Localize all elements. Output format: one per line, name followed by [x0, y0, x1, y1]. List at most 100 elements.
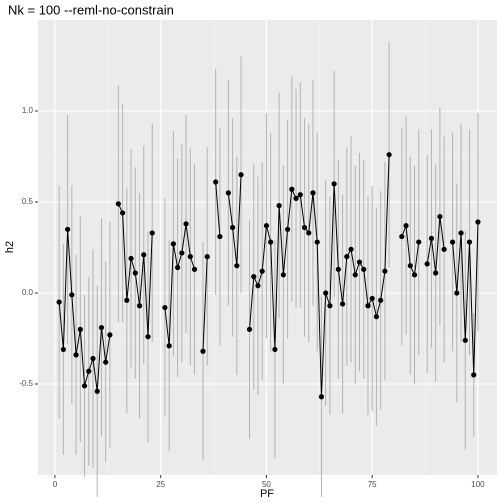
line [202, 256, 208, 352]
point [411, 272, 418, 278]
point [306, 230, 312, 236]
chart-title: Nk = 100 --reml-no-constrain [8, 2, 174, 17]
point [149, 230, 155, 236]
point [361, 266, 367, 272]
point [69, 292, 75, 298]
point [471, 372, 477, 378]
point [217, 233, 223, 240]
point [373, 314, 380, 320]
point [466, 239, 473, 245]
point [251, 274, 257, 280]
point [103, 359, 109, 365]
line [215, 181, 221, 237]
y-tick-label: 1.0 [22, 106, 34, 115]
point [81, 383, 88, 389]
point [276, 203, 282, 209]
point [356, 259, 363, 265]
point [166, 343, 172, 349]
point [175, 264, 181, 271]
x-axis-label: PF [260, 488, 274, 500]
point [433, 270, 439, 276]
point [403, 223, 409, 229]
x-tick-label: 100 [471, 480, 485, 489]
point [272, 346, 278, 353]
point [234, 263, 240, 269]
x-tick-label: 0 [53, 480, 58, 489]
point [90, 355, 96, 362]
point [416, 239, 422, 245]
point [128, 255, 134, 262]
point [382, 268, 388, 274]
point [229, 224, 236, 231]
point [255, 283, 261, 289]
point [335, 266, 341, 272]
point [124, 297, 130, 303]
point [428, 235, 435, 241]
point [65, 226, 71, 232]
point [94, 388, 100, 394]
point [136, 303, 143, 309]
point [98, 324, 105, 331]
y-tick-label: -0.5 [19, 379, 33, 388]
point [297, 192, 303, 198]
line [164, 223, 195, 346]
point [204, 254, 210, 260]
point [369, 295, 375, 302]
y-axis-label: h2 [4, 241, 16, 253]
point [162, 304, 168, 311]
point [386, 152, 392, 158]
x-tick-label: 75 [368, 480, 377, 489]
point [225, 190, 231, 196]
point [120, 210, 126, 216]
point [213, 179, 219, 185]
point [191, 266, 198, 272]
point [115, 201, 121, 207]
point [73, 352, 79, 358]
x-tick-label: 25 [156, 480, 165, 489]
point [289, 186, 295, 192]
point [314, 239, 320, 245]
x-tick-label: 50 [262, 480, 271, 489]
point [462, 337, 468, 343]
y-tick-label: 0.5 [22, 197, 34, 206]
point [268, 239, 274, 245]
point [441, 246, 447, 252]
line [249, 154, 390, 397]
point [344, 254, 350, 260]
point [424, 261, 430, 267]
point [437, 213, 443, 220]
point [246, 326, 253, 332]
point [449, 239, 456, 245]
point [348, 246, 354, 252]
point [145, 334, 151, 340]
point [187, 254, 193, 260]
point [293, 195, 299, 201]
point [170, 241, 176, 247]
point [132, 270, 138, 276]
point [458, 230, 464, 236]
point [280, 272, 286, 278]
point [399, 233, 405, 240]
point [378, 297, 384, 303]
point [331, 181, 337, 187]
point [263, 223, 270, 229]
point [107, 332, 113, 338]
point [60, 346, 66, 353]
point [407, 263, 413, 269]
point [327, 303, 333, 309]
point [179, 250, 185, 256]
line [227, 174, 242, 266]
point [454, 290, 460, 296]
point [339, 301, 346, 307]
point [318, 394, 325, 400]
point [259, 268, 265, 274]
point [352, 272, 358, 278]
point [56, 299, 62, 305]
point [86, 368, 92, 374]
point [475, 219, 481, 225]
point [365, 303, 371, 309]
point [77, 326, 83, 332]
point [284, 226, 291, 232]
y-tick-label: 0.0 [22, 288, 34, 297]
